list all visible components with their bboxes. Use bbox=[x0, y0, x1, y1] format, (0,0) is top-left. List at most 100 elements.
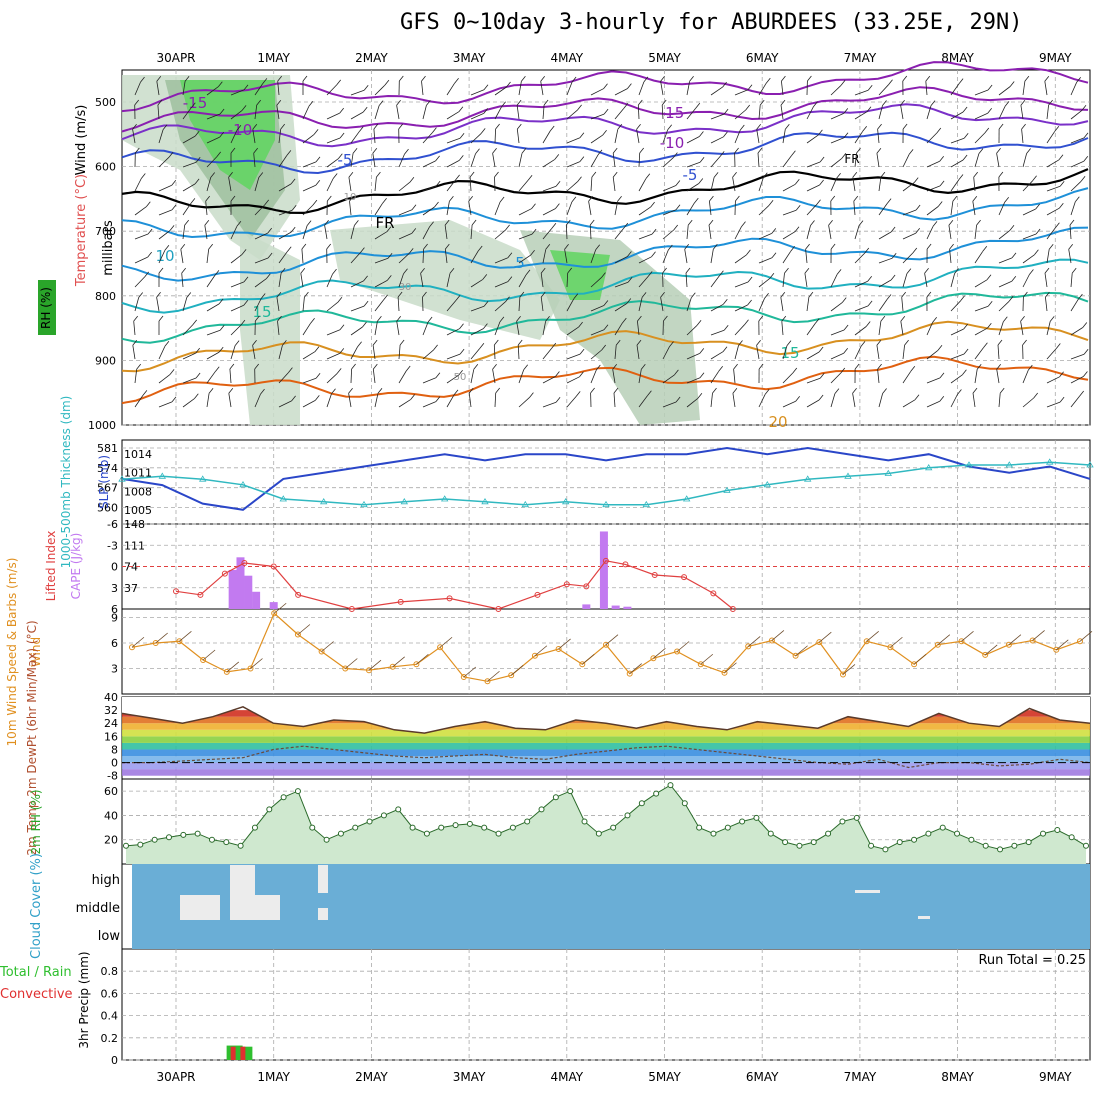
wind-barb bbox=[998, 229, 1011, 240]
surface-wind-barb bbox=[747, 636, 761, 647]
wind-barb bbox=[974, 112, 988, 120]
wind-barb bbox=[638, 178, 647, 192]
wind-barb bbox=[278, 183, 292, 192]
wind-barb bbox=[204, 225, 208, 240]
wind-barb-flag bbox=[804, 267, 810, 274]
wind-barb-flag bbox=[458, 106, 464, 112]
wind-barb-flag bbox=[747, 84, 753, 90]
wind-barb-flag bbox=[133, 315, 139, 322]
wind-speed-point bbox=[366, 667, 372, 674]
wind-barb-flag bbox=[373, 123, 379, 130]
wind-barb bbox=[662, 374, 675, 384]
wind-barb-flag bbox=[972, 195, 978, 202]
wind-barb-flag bbox=[551, 342, 557, 349]
wind-barb-flag bbox=[527, 175, 533, 181]
wind-barb-flag bbox=[517, 339, 523, 346]
wind-barb-flag bbox=[713, 172, 719, 178]
wind-barb bbox=[206, 177, 212, 192]
wind-barb-flag bbox=[603, 324, 609, 330]
wind-barb bbox=[638, 233, 653, 240]
wind-barb bbox=[1046, 227, 1056, 240]
rh-point bbox=[810, 839, 817, 846]
wind-barb-flag bbox=[483, 84, 489, 91]
wind-barb bbox=[1070, 376, 1084, 384]
wind-barb-flag bbox=[324, 219, 329, 226]
wind-barb-flag bbox=[282, 340, 287, 346]
rh-point bbox=[123, 842, 129, 849]
wind-barb bbox=[470, 113, 484, 120]
wind-barb-flag bbox=[579, 371, 584, 378]
wind-axis-label: Wind (m/s) bbox=[74, 105, 89, 176]
wind-barb bbox=[278, 400, 292, 408]
wind-barb-flag bbox=[240, 319, 246, 326]
wind-barb bbox=[373, 128, 376, 144]
wind-barb bbox=[734, 226, 742, 240]
wind-barb-flag bbox=[288, 367, 293, 373]
wind-barb-flag bbox=[741, 221, 746, 227]
wind-barb bbox=[398, 273, 404, 288]
wind-barb bbox=[517, 344, 520, 360]
pressure-tick: 1000 bbox=[88, 419, 116, 432]
wind-barb bbox=[830, 393, 836, 408]
li-tick: 0 bbox=[111, 561, 118, 574]
wind-barb-flag bbox=[891, 252, 897, 259]
surface-wind-barb bbox=[984, 644, 998, 656]
wind-speed-point bbox=[1029, 637, 1036, 644]
wind-barb-flag bbox=[1027, 364, 1033, 371]
wind-barb bbox=[1020, 321, 1024, 336]
wind-barb bbox=[854, 153, 857, 168]
temp-color-band bbox=[122, 742, 1090, 750]
wind-barb-flag bbox=[145, 201, 151, 207]
wind-barb bbox=[494, 106, 502, 120]
temp-tick: 0 bbox=[111, 757, 118, 770]
wind-barb bbox=[806, 184, 820, 192]
wind-barb-flag bbox=[890, 226, 896, 233]
temperature-contour bbox=[121, 61, 1089, 113]
wind-barb-flag bbox=[612, 171, 618, 178]
wind-barb-flag bbox=[687, 219, 693, 226]
wind-barb-flag bbox=[954, 268, 959, 274]
wind-barb bbox=[926, 185, 941, 192]
date-label-top: 9MAY bbox=[1039, 51, 1072, 65]
wind-barb bbox=[758, 233, 772, 240]
wind-speed-point bbox=[223, 668, 230, 675]
wind-barb-flag bbox=[427, 316, 433, 323]
wind-barb-flag bbox=[675, 180, 681, 186]
wind-speed-point bbox=[342, 665, 349, 672]
wind-speed-point bbox=[626, 670, 633, 677]
wind-barb-flag bbox=[253, 147, 259, 154]
wind-speed-point bbox=[318, 648, 325, 655]
surface-wind-barb bbox=[1056, 639, 1069, 651]
wind-barb bbox=[926, 400, 940, 408]
surface-wind-barb bbox=[273, 602, 287, 614]
thickness-marker bbox=[481, 498, 489, 505]
wind-barb-flag bbox=[501, 101, 506, 107]
wind-barb bbox=[830, 178, 837, 192]
wind-barb bbox=[950, 201, 954, 216]
wind-barb-flag bbox=[229, 363, 235, 370]
wind-barb-flag bbox=[158, 267, 164, 274]
lifted-index-point bbox=[534, 591, 541, 598]
wind-barb-flag bbox=[432, 127, 437, 133]
precip-tick: 0.8 bbox=[101, 965, 119, 978]
rh-point bbox=[696, 824, 703, 831]
wind-barb-flag bbox=[396, 315, 402, 322]
wind-barb-flag bbox=[830, 195, 836, 202]
surface-wind-barb bbox=[368, 659, 382, 671]
thickness-marker bbox=[682, 495, 691, 502]
wind-barb-flag bbox=[267, 252, 273, 259]
wind-barb bbox=[1046, 321, 1051, 336]
wind-barb-flag bbox=[925, 75, 931, 82]
wind-barb bbox=[1046, 159, 1060, 168]
wind-barb bbox=[542, 185, 557, 192]
wind-barb bbox=[446, 353, 461, 360]
wind-barb bbox=[1070, 298, 1079, 312]
wind-barb bbox=[278, 231, 292, 240]
temperature-contour-label: -10 bbox=[228, 121, 253, 139]
slp-axis-label: SLP (mb) bbox=[97, 455, 111, 509]
wind-barb bbox=[398, 370, 407, 384]
rh-point bbox=[1025, 839, 1032, 846]
wind-barb bbox=[686, 136, 700, 144]
wind-barb bbox=[206, 393, 210, 408]
temperature-contour-label: -5 bbox=[683, 166, 698, 184]
